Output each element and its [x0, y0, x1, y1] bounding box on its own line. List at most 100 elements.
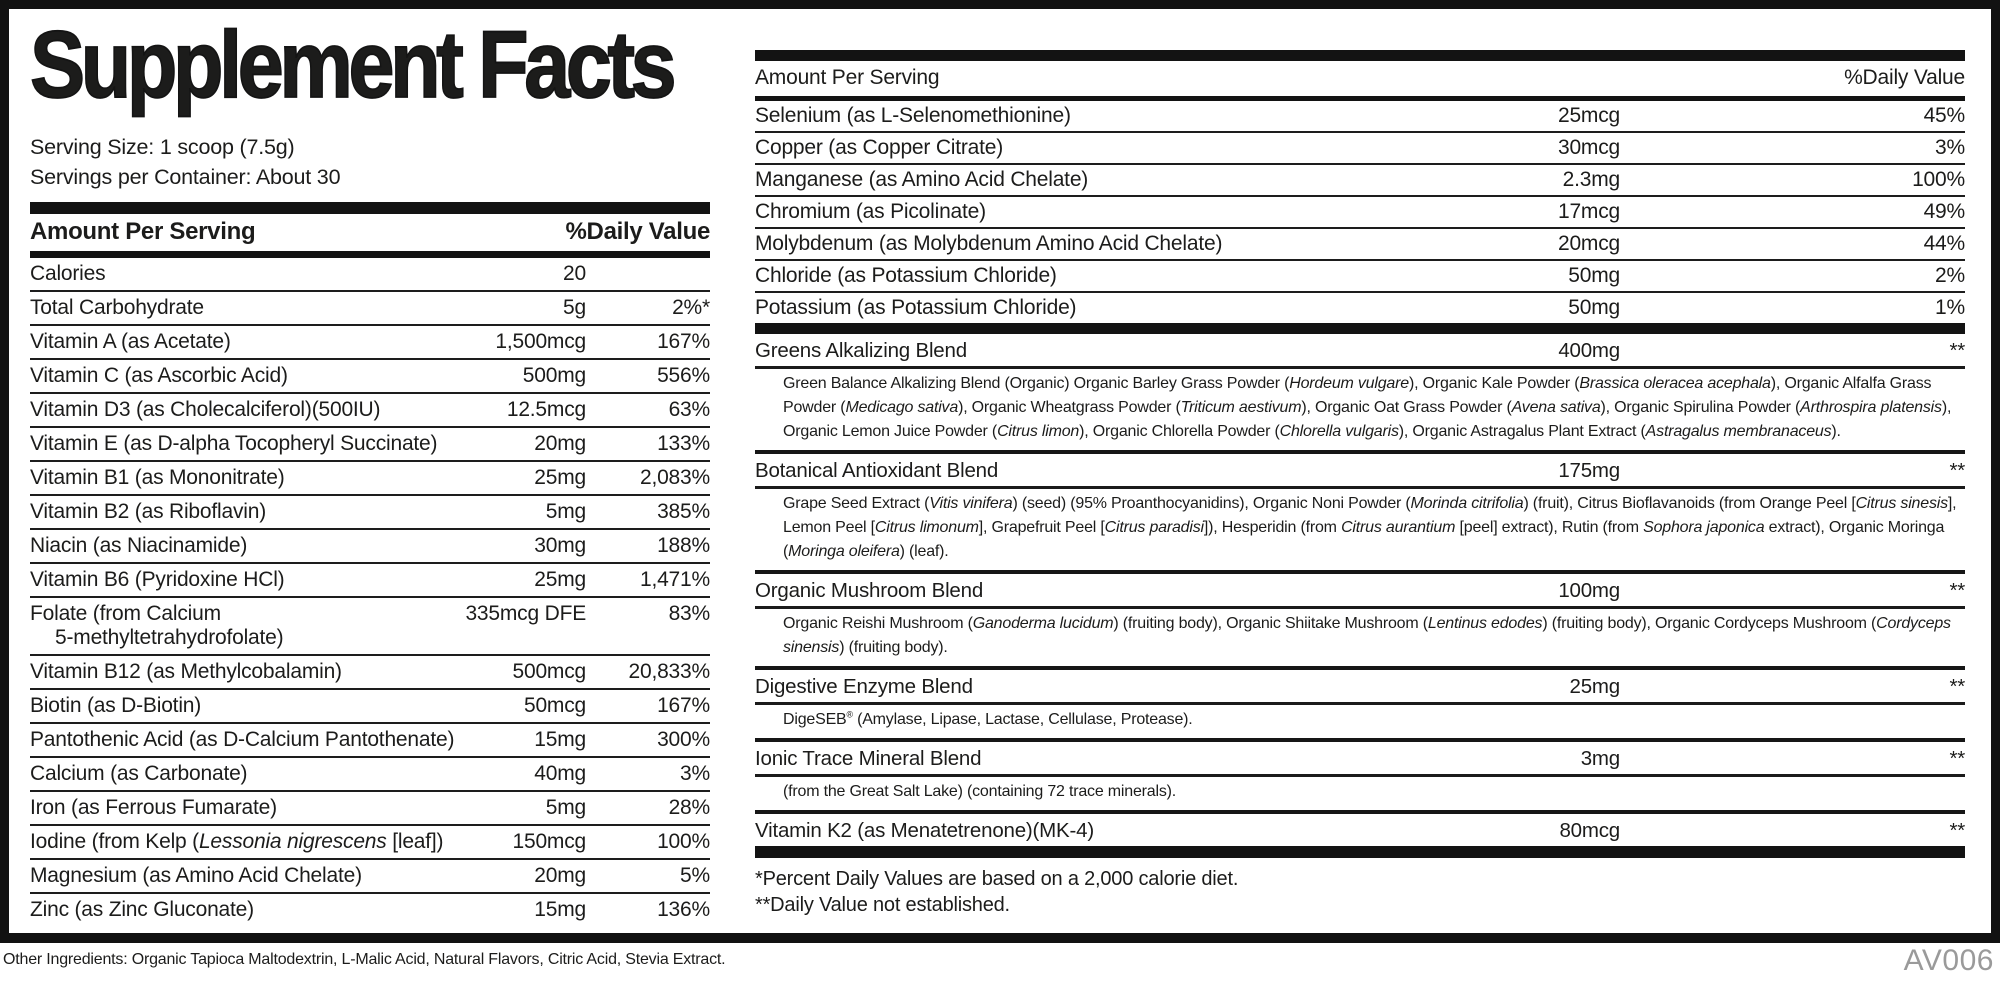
nutrient-amount: 20mg [534, 864, 586, 887]
nutrient-dv: 2,083% [639, 466, 710, 489]
left-column: Supplement Facts Serving Size: 1 scoop (… [29, 12, 711, 926]
amount-per-serving-header: Amount Per Serving [755, 66, 940, 89]
nutrient-name: Potassium (as Potassium Chloride) [755, 296, 1077, 319]
table-row: Iodine (from Kelp (Lessonia nigrescens [… [30, 824, 710, 858]
divider [755, 486, 1965, 489]
divider [755, 774, 1965, 777]
nutrient-name: Niacin (as Niacinamide) [30, 534, 248, 557]
nutrient-dv: 133% [657, 432, 710, 455]
nutrient-name: Iodine (from Kelp (Lessonia nigrescens [… [30, 830, 444, 853]
blends-section: Greens Alkalizing Blend 400mg ** Green Bala… [755, 334, 1965, 846]
nutrient-dv: 83% [668, 602, 711, 625]
nutrient-dv: ** [1949, 747, 1965, 770]
nutrient-dv: 188% [657, 534, 710, 557]
blend-section: Organic Mushroom Blend 100mg ** Organic Rei… [755, 570, 1965, 666]
table-row: Biotin (as D-Biotin) 50mcg 167% [30, 688, 710, 722]
blend-name: Greens Alkalizing Blend [755, 339, 967, 362]
table-row: Vitamin A (as Acetate) 1,500mcg 167% [30, 324, 710, 358]
nutrient-dv: 44% [1923, 232, 1966, 255]
section-bar [755, 846, 1965, 858]
section-bar [755, 323, 1965, 334]
daily-value-header: %Daily Value [1844, 66, 1965, 89]
blend-description: (from the Great Salt Lake) (containing 7… [783, 783, 1177, 800]
nutrient-name: Vitamin B12 (as Methylcobalamin) [30, 660, 342, 683]
nutrient-name: Folate (from Calcium 5-methyltetrahydrofo… [30, 602, 436, 650]
section-bar [755, 96, 1965, 101]
nutrient-dv: 2%* [672, 296, 710, 319]
nutrient-amount: 50mg [1568, 264, 1620, 287]
divider [755, 366, 1965, 369]
nutrient-amount: 25mg [534, 568, 586, 591]
section-bar [30, 251, 710, 258]
nutrient-dv: 2% [1935, 264, 1965, 287]
nutrient-dv: 49% [1923, 200, 1966, 223]
serving-size: Serving Size: 1 scoop (7.5g) [30, 135, 295, 159]
table-row: Magnesium (as Amino Acid Chelate) 20mg 5% [30, 858, 710, 892]
nutrient-name: Vitamin B1 (as Mononitrate) [30, 466, 285, 489]
nutrient-dv: ** [1949, 459, 1965, 482]
table-row: Manganese (as Amino Acid Chelate) 2.3mg 10… [755, 163, 1965, 195]
nutrient-amount: 20mcg [1557, 232, 1620, 255]
nutrient-amount: 400mg [1558, 339, 1620, 362]
nutrient-amount: 5mg [545, 500, 586, 523]
nutrient-name: Calcium (as Carbonate) [30, 762, 248, 785]
nutrient-name: Vitamin C (as Ascorbic Acid) [30, 364, 288, 387]
nutrient-amount: 175mg [1558, 459, 1620, 482]
blend-name: Digestive Enzyme Blend [755, 675, 973, 698]
nutrient-amount: 2.3mg [1562, 168, 1621, 191]
blend-section: Greens Alkalizing Blend 400mg ** Green Bala… [755, 334, 1965, 450]
nutrient-dv: 3% [1935, 136, 1965, 159]
nutrient-dv: 28% [668, 796, 711, 819]
footnotes: *Percent Daily Values are based on a 2,0… [755, 866, 1965, 918]
table-row: Vitamin B6 (Pyridoxine HCl) 25mg 1,471% [30, 562, 710, 596]
blend-description: Organic Reishi Mushroom (Ganoderma lucid… [783, 615, 1951, 656]
nutrient-name: Zinc (as Zinc Gluconate) [30, 898, 254, 921]
nutrient-dv: 556% [657, 364, 710, 387]
nutrient-name: Vitamin D3 (as Cholecalciferol)(500IU) [30, 398, 381, 421]
blend-name: Organic Mushroom Blend [755, 579, 984, 602]
table-row: Zinc (as Zinc Gluconate) 15mg 136% [30, 892, 710, 926]
table-row: Chloride (as Potassium Chloride) 50mg 2% [755, 259, 1965, 291]
nutrient-amount: 40mg [534, 762, 586, 785]
blend-section: Digestive Enzyme Blend 25mg ** DigeSEB® (Am… [755, 666, 1965, 738]
nutrient-dv: 63% [668, 398, 711, 421]
nutrient-dv: 100% [1912, 168, 1965, 191]
nutrient-name: Biotin (as D-Biotin) [30, 694, 202, 717]
table-row: Vitamin B12 (as Methylcobalamin) 500mcg 20… [30, 654, 710, 688]
table-row: Vitamin D3 (as Cholecalciferol)(500IU) 12… [30, 392, 710, 426]
blend-section: Botanical Antioxidant Blend 175mg ** Grape … [755, 450, 1965, 570]
nutrient-name: Vitamin B2 (as Riboflavin) [30, 500, 267, 523]
nutrient-amount: 15mg [534, 898, 586, 921]
table-row: Potassium (as Potassium Chloride) 50mg 1% [755, 291, 1965, 323]
nutrient-dv: 45% [1923, 104, 1966, 127]
table-row: Chromium (as Picolinate) 17mcg 49% [755, 195, 1965, 227]
nutrient-amount: 335mcg DFE [465, 602, 586, 625]
nutrient-amount: 100mg [1558, 579, 1620, 602]
divider [755, 702, 1965, 705]
supplement-facts-panel: Supplement Facts Serving Size: 1 scoop (… [0, 0, 2000, 943]
nutrient-dv: 3% [680, 762, 710, 785]
nutrient-name: Calories [30, 262, 106, 285]
nutrient-name: Selenium (as L-Selenomethionine) [755, 104, 1071, 127]
table-row: Niacin (as Niacinamide) 30mg 188% [30, 528, 710, 562]
blend-section: Ionic Trace Mineral Blend 3mg ** (from the … [755, 738, 1965, 810]
right-column: Amount Per Serving %Daily Value Selenium… [755, 50, 1965, 918]
nutrient-amount: 80mcg [1559, 819, 1620, 842]
table-row: Vitamin B2 (as Riboflavin) 5mg 385% [30, 494, 710, 528]
table-row: Calories 20 [30, 258, 710, 290]
divider [755, 606, 1965, 609]
nutrient-name: Molybdenum (as Molybdenum Amino Acid Che… [755, 232, 1223, 255]
nutrient-amount: 30mcg [1557, 136, 1620, 159]
nutrient-dv: 1,471% [639, 568, 710, 591]
daily-value-header: %Daily Value [565, 218, 711, 245]
nutrient-name-line2: 5-methyltetrahydrofolate) [55, 626, 284, 649]
table-row: Pantothenic Acid (as D-Calcium Pantothen… [30, 722, 710, 756]
nutrient-amount: 12.5mcg [506, 398, 586, 421]
nutrient-amount: 1,500mcg [495, 330, 586, 353]
blend-description: Green Balance Alkalizing Blend (Organic)… [783, 375, 1952, 440]
left-nutrient-table: Calories 20 Total Carbohydrate 5g 2%* Vitamin… [30, 258, 710, 926]
table-row: Ionic Trace Mineral Blend 3mg ** [755, 742, 1965, 774]
product-code: AV006 [1903, 944, 1994, 977]
table-row: Folate (from Calcium 5-methyltetrahydrofo… [30, 596, 710, 654]
footnote: **Daily Value not established. [755, 894, 1010, 916]
